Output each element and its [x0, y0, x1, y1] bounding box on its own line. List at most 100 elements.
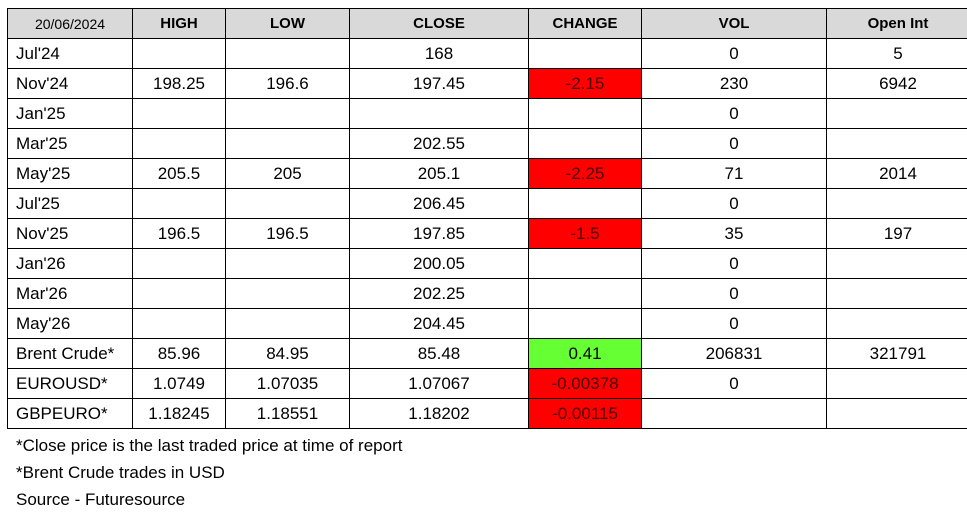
open-int-cell: 197 — [827, 219, 967, 249]
vol-cell: 71 — [642, 159, 827, 189]
change-cell: -0.00378 — [529, 369, 642, 399]
low-cell: 205 — [226, 159, 350, 189]
low-cell: 84.95 — [226, 339, 350, 369]
vol-cell: 0 — [642, 369, 827, 399]
source-note: Source - Futuresource — [16, 486, 402, 513]
change-cell: -2.25 — [529, 159, 642, 189]
close-cell: 1.18202 — [350, 399, 529, 429]
high-cell — [133, 39, 226, 69]
contract-label: Jul'25 — [8, 189, 133, 219]
low-cell — [226, 249, 350, 279]
open-int-cell — [827, 249, 967, 279]
change-cell — [529, 39, 642, 69]
high-cell — [133, 309, 226, 339]
contract-label: Jan'25 — [8, 99, 133, 129]
contract-label: Mar'26 — [8, 279, 133, 309]
futures-price-table: 20/06/2024 HIGH LOW CLOSE CHANGE VOL Ope… — [7, 8, 967, 429]
close-cell: 204.45 — [350, 309, 529, 339]
open-int-cell — [827, 279, 967, 309]
contract-label: May'26 — [8, 309, 133, 339]
open-int-cell — [827, 309, 967, 339]
open-int-cell — [827, 129, 967, 159]
change-column-header: CHANGE — [529, 9, 642, 39]
change-cell: -1.5 — [529, 219, 642, 249]
low-cell — [226, 189, 350, 219]
close-cell: 197.45 — [350, 69, 529, 99]
high-cell — [133, 189, 226, 219]
low-cell: 196.6 — [226, 69, 350, 99]
contract-label: GBPEURO* — [8, 399, 133, 429]
close-cell: 205.1 — [350, 159, 529, 189]
open-int-cell: 321791 — [827, 339, 967, 369]
high-cell: 205.5 — [133, 159, 226, 189]
close-cell: 202.55 — [350, 129, 529, 159]
change-cell — [529, 129, 642, 159]
contract-label: Nov'25 — [8, 219, 133, 249]
change-cell — [529, 249, 642, 279]
high-cell — [133, 249, 226, 279]
vol-cell: 35 — [642, 219, 827, 249]
vol-cell: 0 — [642, 249, 827, 279]
high-cell — [133, 99, 226, 129]
change-cell: 0.41 — [529, 339, 642, 369]
high-cell: 196.5 — [133, 219, 226, 249]
change-cell — [529, 279, 642, 309]
vol-column-header: VOL — [642, 9, 827, 39]
change-cell — [529, 309, 642, 339]
contract-label: Jan'26 — [8, 249, 133, 279]
change-cell — [529, 189, 642, 219]
high-column-header: HIGH — [133, 9, 226, 39]
change-cell: -0.00115 — [529, 399, 642, 429]
table-row: May'26 204.45 0 — [8, 309, 967, 339]
table-row: Mar'25 202.55 0 — [8, 129, 967, 159]
vol-cell: 0 — [642, 309, 827, 339]
close-cell: 197.85 — [350, 219, 529, 249]
open-int-cell — [827, 189, 967, 219]
high-cell — [133, 279, 226, 309]
low-cell — [226, 39, 350, 69]
contract-label: Brent Crude* — [8, 339, 133, 369]
open-int-cell — [827, 399, 967, 429]
vol-cell: 0 — [642, 189, 827, 219]
vol-cell: 0 — [642, 39, 827, 69]
footnote-close-price: *Close price is the last traded price at… — [16, 432, 402, 459]
low-column-header: LOW — [226, 9, 350, 39]
report-date-header: 20/06/2024 — [8, 9, 133, 39]
contract-label: EUROUSD* — [8, 369, 133, 399]
open-int-cell — [827, 369, 967, 399]
close-cell: 168 — [350, 39, 529, 69]
close-cell: 206.45 — [350, 189, 529, 219]
high-cell: 1.0749 — [133, 369, 226, 399]
contract-label: Nov'24 — [8, 69, 133, 99]
high-cell: 1.18245 — [133, 399, 226, 429]
vol-cell: 0 — [642, 279, 827, 309]
vol-cell: 0 — [642, 129, 827, 159]
change-cell — [529, 99, 642, 129]
low-cell: 196.5 — [226, 219, 350, 249]
open-int-cell: 6942 — [827, 69, 967, 99]
low-cell: 1.07035 — [226, 369, 350, 399]
high-cell: 198.25 — [133, 69, 226, 99]
contract-label: May'25 — [8, 159, 133, 189]
close-column-header: CLOSE — [350, 9, 529, 39]
close-cell: 202.25 — [350, 279, 529, 309]
contract-label: Jul'24 — [8, 39, 133, 69]
contract-label: Mar'25 — [8, 129, 133, 159]
open-int-cell — [827, 99, 967, 129]
low-cell — [226, 99, 350, 129]
open-int-cell: 2014 — [827, 159, 967, 189]
footnote-brent-currency: *Brent Crude trades in USD — [16, 459, 402, 486]
close-cell: 1.07067 — [350, 369, 529, 399]
vol-cell: 206831 — [642, 339, 827, 369]
high-cell: 85.96 — [133, 339, 226, 369]
vol-cell — [642, 399, 827, 429]
low-cell — [226, 309, 350, 339]
close-cell — [350, 99, 529, 129]
